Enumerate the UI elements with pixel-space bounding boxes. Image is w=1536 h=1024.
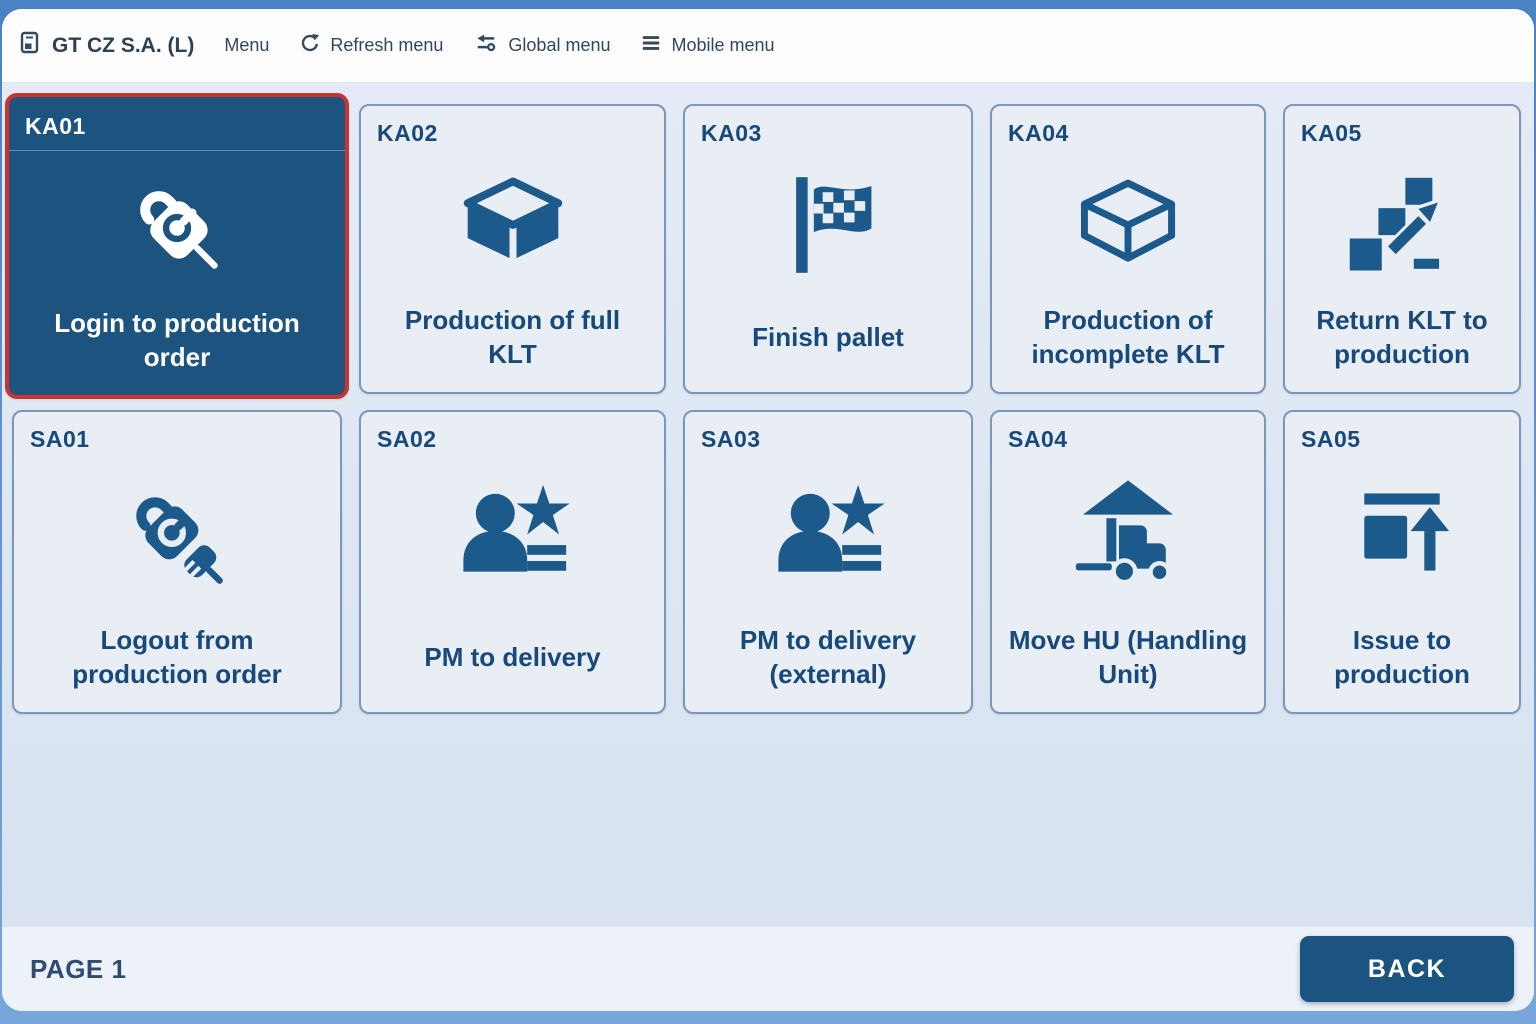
lock-disconnect-icon [30,453,324,622]
tile-grid: KA01 Login to production order [5,93,1524,714]
tile-code: KA03 [701,120,762,146]
person-star-icon [377,453,648,622]
top-menu-bar: GT CZ S.A. (L) Menu Refresh menu [2,9,1534,84]
tile-code: SA02 [377,426,437,452]
open-box-icon [377,147,648,302]
tile-code: SA05 [1301,426,1361,452]
tile-label: Production of incomplete KLT [1031,305,1225,369]
menu-item-label: Menu [224,35,270,55]
menu-item-label: Mobile menu [671,35,775,55]
tile-ka04[interactable]: KA04 Production of incomplete KLT [990,104,1266,394]
back-button[interactable]: BACK [1300,936,1514,1002]
brand: GT CZ S.A. (L) [18,30,194,62]
device-icon [18,30,42,62]
forklift-icon [1008,453,1248,622]
tile-ka03[interactable]: KA03 [683,104,973,394]
menu-item-refresh-menu[interactable]: Refresh menu [299,32,443,59]
brand-label: GT CZ S.A. (L) [52,33,195,57]
finish-flag-icon [701,147,955,302]
tile-label: PM to delivery [424,642,601,673]
refresh-icon [299,32,321,59]
bottom-bar: PAGE 1 BACK [2,926,1534,1011]
tile-sa04[interactable]: SA04 Move HU (Handling Unit) [990,410,1266,714]
wireframe-box-icon [1008,147,1248,302]
tile-label: Finish pallet [752,322,904,353]
issue-box-arrow-icon [1301,453,1503,622]
global-menu-icon [473,32,499,59]
tile-code: SA03 [701,426,761,452]
tile-code: KA05 [1301,120,1362,146]
tile-code: SA04 [1008,426,1068,452]
person-star-icon [701,453,955,622]
lock-connect-icon [25,151,329,305]
menu-item-global-menu[interactable]: Global menu [473,32,610,59]
tile-label: Logout from production order [72,625,282,689]
tile-ka05[interactable]: KA05 Return KLT to production [1283,104,1521,394]
menu-item-mobile-menu[interactable]: Mobile menu [640,32,775,59]
tile-sa01[interactable]: SA01 L [12,410,342,714]
tile-label: Move HU (Handling Unit) [1008,625,1248,689]
tile-sa03[interactable]: SA03 PM to delivery (external) [683,410,973,714]
tile-code: KA01 [25,113,86,139]
hamburger-icon [640,32,662,59]
stacked-boxes-arrow-icon [1301,147,1503,302]
page-indicator: PAGE 1 [30,953,127,984]
tile-code: SA01 [30,426,90,452]
menu-item-label: Refresh menu [330,35,444,55]
tile-label: Production of full KLT [404,305,621,369]
tile-ka02[interactable]: KA02 Production of full KLT [359,104,666,394]
menu-item-menu[interactable]: Menu [224,35,269,56]
tile-sa05[interactable]: SA05 Issue to production [1283,410,1521,714]
tile-code: KA04 [1008,120,1069,146]
app-window: GT CZ S.A. (L) Menu Refresh menu [2,9,1534,1011]
tile-label: Login to production order [54,308,300,372]
tile-sa02[interactable]: SA02 PM to delivery [359,410,666,714]
tile-label: PM to delivery (external) [739,625,917,689]
menu-item-label: Global menu [508,35,611,55]
menu-content: KA01 Login to production order [2,84,1534,926]
tile-code: KA02 [377,120,438,146]
tile-label: Return KLT to production [1316,305,1488,369]
tile-label: Issue to production [1334,625,1470,689]
tile-ka01[interactable]: KA01 Login to production order [5,93,349,399]
